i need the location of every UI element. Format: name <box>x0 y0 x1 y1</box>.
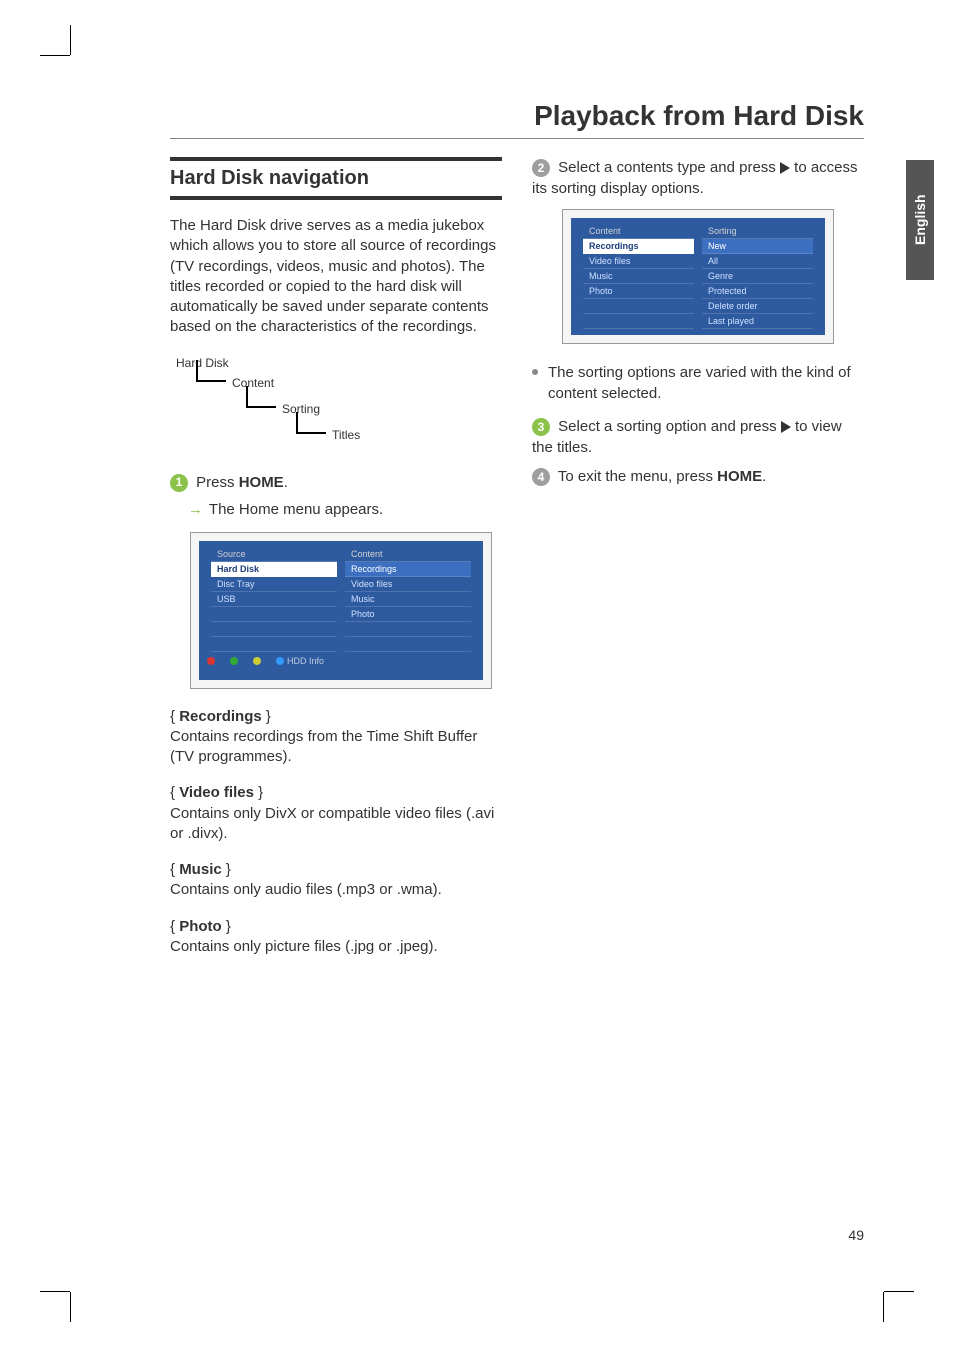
step-2-text-pre: Select a contents type and press <box>558 159 780 176</box>
right-column: 2 Select a contents type and press to ac… <box>532 157 864 973</box>
osd2-col1-header: Content <box>583 224 694 239</box>
osd1-source-empty <box>211 622 337 637</box>
content-type-label: Music <box>179 861 222 878</box>
home-menu-screenshot: Source Hard Disk Disc Tray USB Content R… <box>190 532 492 689</box>
osd1-col2-header: Content <box>345 547 471 562</box>
content-type-photo: { Photo } Contains only picture files (.… <box>170 917 502 958</box>
step-4-text-post: . <box>762 468 766 485</box>
osd1-source-empty <box>211 607 337 622</box>
content-type-videofiles: { Video files } Contains only DivX or co… <box>170 783 502 844</box>
step-1-key: HOME <box>239 474 284 491</box>
hierarchy-tree: Hard Disk Content Sorting Titles <box>176 354 502 452</box>
content-type-label: Photo <box>179 918 222 935</box>
section-header: Hard Disk navigation <box>170 157 502 200</box>
content-type-recordings: { Recordings } Contains recordings from … <box>170 707 502 768</box>
content-type-desc: Contains only audio files (.mp3 or .wma)… <box>170 881 442 898</box>
osd2-content-music: Music <box>583 269 694 284</box>
step-badge-3: 3 <box>532 418 550 436</box>
osd1-source-empty <box>211 637 337 652</box>
content-type-label: Recordings <box>179 708 262 725</box>
green-dot-icon <box>230 657 238 665</box>
step-3: 3 Select a sorting option and press to v… <box>532 416 864 458</box>
step-badge-4: 4 <box>532 468 550 486</box>
red-dot-icon <box>207 657 215 665</box>
step-4-text-pre: To exit the menu, press <box>558 468 717 485</box>
step-badge-1: 1 <box>170 474 188 492</box>
blue-dot-icon <box>276 657 284 665</box>
osd2-sorting-new: New <box>702 239 813 254</box>
osd2-sorting-deleteorder: Delete order <box>702 299 813 314</box>
intro-paragraph: The Hard Disk drive serves as a media ju… <box>170 216 502 338</box>
section-header-text: Hard Disk navigation <box>170 167 502 190</box>
title-rule <box>170 138 864 139</box>
osd2-sorting-protected: Protected <box>702 284 813 299</box>
step-1-result: → The Home menu appears. <box>188 501 502 518</box>
note-bullet: The sorting options are varied with the … <box>532 362 864 404</box>
yellow-dot-icon <box>253 657 261 665</box>
osd1-content-photo: Photo <box>345 607 471 622</box>
crop-mark <box>884 1291 914 1292</box>
right-arrow-icon <box>780 162 790 174</box>
tree-level-3: Titles <box>332 428 360 442</box>
osd2-sorting-all: All <box>702 254 813 269</box>
content-type-music: { Music } Contains only audio files (.mp… <box>170 860 502 901</box>
osd1-source-harddisk: Hard Disk <box>211 562 337 577</box>
sorting-menu-screenshot: Content Recordings Video files Music Pho… <box>562 209 834 344</box>
step-3-text-pre: Select a sorting option and press <box>558 418 781 435</box>
osd1-content-music: Music <box>345 592 471 607</box>
step-4: 4 To exit the menu, press HOME. <box>532 466 864 487</box>
osd1-content-empty <box>345 637 471 652</box>
osd1-col1-header: Source <box>211 547 337 562</box>
osd2-content-photo: Photo <box>583 284 694 299</box>
page-number: 49 <box>848 1227 864 1243</box>
osd1-content-empty <box>345 622 471 637</box>
osd1-source-disctray: Disc Tray <box>211 577 337 592</box>
right-arrow-icon <box>781 421 791 433</box>
osd1-content-recordings: Recordings <box>345 562 471 577</box>
note-text: The sorting options are varied with the … <box>548 362 864 404</box>
step-1-result-text: The Home menu appears. <box>209 501 383 518</box>
step-1-text-pre: Press <box>196 474 239 491</box>
content-type-desc: Contains recordings from the Time Shift … <box>170 728 477 765</box>
osd2-content-videofiles: Video files <box>583 254 694 269</box>
crop-mark <box>70 1292 71 1322</box>
step-1-text-post: . <box>284 474 288 491</box>
osd1-content-videofiles: Video files <box>345 577 471 592</box>
result-arrow-icon: → <box>188 501 203 518</box>
crop-mark <box>883 1292 884 1322</box>
osd2-sorting-genre: Genre <box>702 269 813 284</box>
content-type-desc: Contains only picture files (.jpg or .jp… <box>170 938 438 955</box>
content-type-label: Video files <box>179 784 254 801</box>
crop-mark <box>70 25 71 55</box>
osd1-footer: HDD Info <box>199 652 483 666</box>
language-tab: English <box>906 160 934 280</box>
osd1-source-usb: USB <box>211 592 337 607</box>
osd2-content-recordings: Recordings <box>583 239 694 254</box>
step-2: 2 Select a contents type and press to ac… <box>532 157 864 199</box>
crop-mark <box>40 55 70 56</box>
osd2-content-empty <box>583 299 694 314</box>
left-column: Hard Disk navigation The Hard Disk drive… <box>170 157 502 973</box>
content-type-desc: Contains only DivX or compatible video f… <box>170 805 494 842</box>
step-1: 1 Press HOME. <box>170 472 502 493</box>
osd2-sorting-lastplayed: Last played <box>702 314 813 329</box>
bullet-icon <box>532 369 538 375</box>
page-title: Playback from Hard Disk <box>170 100 864 132</box>
osd1-footer-blue: HDD Info <box>287 656 324 666</box>
step-badge-2: 2 <box>532 159 550 177</box>
crop-mark <box>40 1291 70 1292</box>
osd2-content-empty <box>583 314 694 329</box>
osd2-col2-header: Sorting <box>702 224 813 239</box>
step-4-key: HOME <box>717 468 762 485</box>
